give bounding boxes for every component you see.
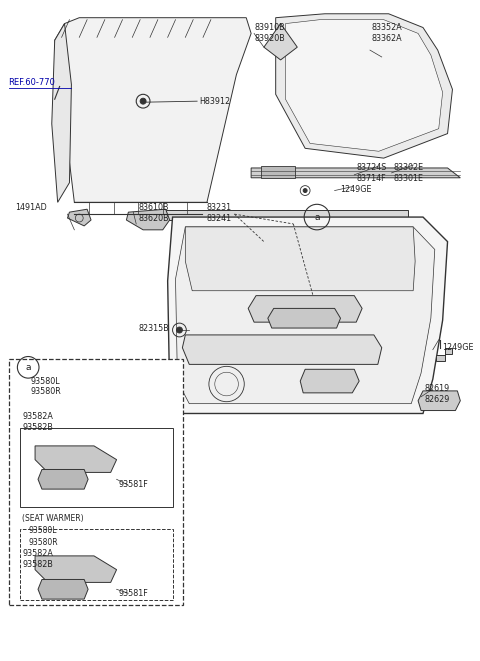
Polygon shape xyxy=(166,210,408,220)
Text: 93581F: 93581F xyxy=(119,480,148,488)
Polygon shape xyxy=(38,469,88,489)
Text: 93582A: 93582A xyxy=(22,549,53,559)
Text: REF.60-770: REF.60-770 xyxy=(9,78,55,87)
Polygon shape xyxy=(168,217,447,414)
Text: 83302E: 83302E xyxy=(394,163,424,173)
Polygon shape xyxy=(418,391,460,410)
Text: 83231: 83231 xyxy=(207,203,232,212)
Text: 83301E: 83301E xyxy=(394,175,423,183)
Text: 83620B: 83620B xyxy=(138,214,169,223)
Text: 1491AD: 1491AD xyxy=(15,203,47,212)
Polygon shape xyxy=(176,227,435,404)
FancyBboxPatch shape xyxy=(20,529,173,600)
Polygon shape xyxy=(68,210,91,226)
Bar xyxy=(261,166,295,178)
Polygon shape xyxy=(286,20,443,151)
Circle shape xyxy=(140,98,146,104)
FancyBboxPatch shape xyxy=(20,428,173,507)
Text: 82619: 82619 xyxy=(425,385,450,393)
Text: 93580R: 93580R xyxy=(28,537,58,547)
Polygon shape xyxy=(35,446,117,473)
Text: 93581F: 93581F xyxy=(119,589,148,598)
Text: 83724S: 83724S xyxy=(356,163,386,173)
Polygon shape xyxy=(126,210,169,230)
Polygon shape xyxy=(248,295,362,322)
Text: 1249GE: 1249GE xyxy=(340,185,372,194)
Polygon shape xyxy=(52,24,72,202)
Text: a: a xyxy=(25,363,31,372)
Text: 93580R: 93580R xyxy=(30,387,61,397)
Circle shape xyxy=(177,327,182,333)
Text: 83362A: 83362A xyxy=(372,34,403,43)
Text: H83912: H83912 xyxy=(199,97,230,106)
Text: 83241: 83241 xyxy=(207,214,232,223)
Polygon shape xyxy=(276,14,453,158)
Text: 83920B: 83920B xyxy=(254,34,285,43)
Polygon shape xyxy=(436,348,453,362)
Text: 82629: 82629 xyxy=(425,395,450,405)
Text: a: a xyxy=(314,213,320,221)
Text: 93580L: 93580L xyxy=(28,526,57,535)
Polygon shape xyxy=(38,580,88,599)
Text: 83610B: 83610B xyxy=(138,203,168,212)
Polygon shape xyxy=(185,227,415,291)
Polygon shape xyxy=(268,309,340,328)
Text: 82315B: 82315B xyxy=(138,323,169,332)
Text: 83714F: 83714F xyxy=(356,175,386,183)
Text: 83910B: 83910B xyxy=(254,23,285,32)
Text: (SEAT WARMER): (SEAT WARMER) xyxy=(22,514,84,523)
Text: 93582B: 93582B xyxy=(22,561,53,569)
Polygon shape xyxy=(264,24,297,60)
FancyBboxPatch shape xyxy=(9,360,183,605)
Circle shape xyxy=(303,188,307,192)
Text: 83352A: 83352A xyxy=(372,23,403,32)
Polygon shape xyxy=(182,335,382,364)
Polygon shape xyxy=(300,369,359,393)
Polygon shape xyxy=(35,556,117,582)
Text: 1249GE: 1249GE xyxy=(443,343,474,352)
Polygon shape xyxy=(251,168,460,178)
Text: 93580L: 93580L xyxy=(30,377,60,385)
Polygon shape xyxy=(55,18,251,202)
Text: 93582A: 93582A xyxy=(22,412,53,421)
Text: 93582B: 93582B xyxy=(22,423,53,432)
